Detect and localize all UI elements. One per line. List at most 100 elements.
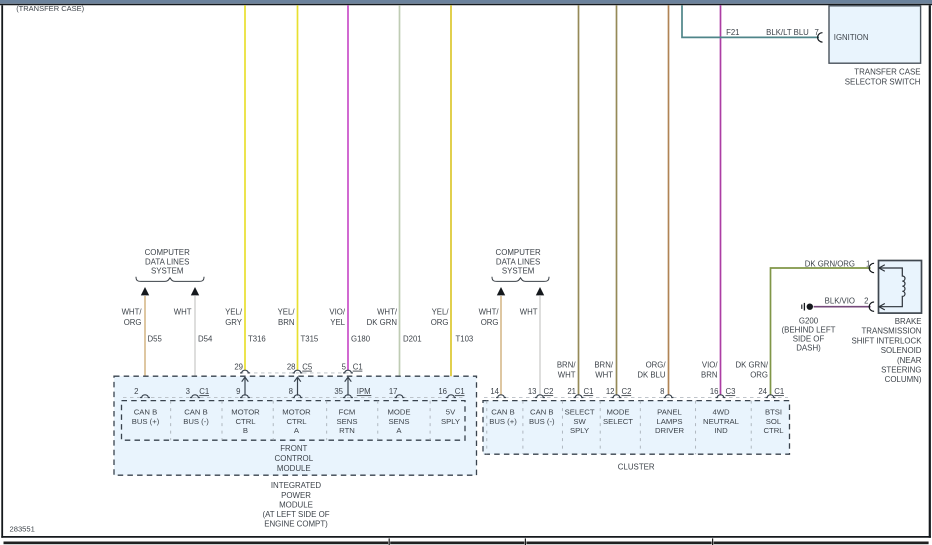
svg-text:CAN B: CAN B [134, 408, 158, 417]
svg-text:5V: 5V [446, 408, 456, 417]
svg-text:VIO/: VIO/ [329, 307, 345, 316]
svg-text:DATA LINES: DATA LINES [496, 257, 540, 266]
svg-text:(NEAR: (NEAR [897, 356, 922, 365]
svg-text:LAMPS: LAMPS [656, 417, 682, 426]
svg-text:(AT LEFT SIDE OF: (AT LEFT SIDE OF [262, 510, 329, 519]
svg-text:MODE: MODE [387, 408, 410, 417]
svg-text:NEUTRAL: NEUTRAL [703, 417, 740, 426]
svg-text:BLK/LT BLU: BLK/LT BLU [766, 28, 809, 37]
svg-text:SPLY: SPLY [441, 417, 460, 426]
svg-text:WHT/: WHT/ [377, 307, 398, 316]
svg-text:YEL: YEL [330, 318, 345, 327]
svg-text:IND: IND [714, 426, 728, 435]
svg-text:28: 28 [287, 363, 296, 372]
svg-text:BRN/: BRN/ [594, 361, 613, 370]
svg-text:B: B [243, 426, 248, 435]
svg-text:C1: C1 [353, 363, 363, 372]
svg-text:9: 9 [236, 387, 240, 396]
svg-text:C1: C1 [774, 387, 784, 396]
svg-text:SW: SW [573, 417, 586, 426]
svg-text:SENS: SENS [389, 417, 410, 426]
svg-text:DK BLU: DK BLU [637, 371, 666, 380]
svg-text:BLK/VIO: BLK/VIO [825, 297, 855, 306]
svg-text:2: 2 [134, 387, 138, 396]
svg-text:PANEL: PANEL [657, 408, 682, 417]
svg-text:C1: C1 [455, 387, 465, 396]
svg-text:1: 1 [866, 259, 870, 268]
svg-text:C2: C2 [622, 387, 632, 396]
svg-text:COLUMN): COLUMN) [885, 375, 922, 384]
svg-text:MODE: MODE [606, 408, 629, 417]
svg-text:D55: D55 [148, 335, 163, 344]
svg-text:WHT/: WHT/ [479, 307, 500, 316]
svg-text:YEL/: YEL/ [278, 307, 296, 316]
svg-text:DK GRN/: DK GRN/ [736, 361, 769, 370]
svg-text:(TRANSFER CASE): (TRANSFER CASE) [16, 4, 84, 13]
svg-text:SELECTOR SWITCH: SELECTOR SWITCH [845, 78, 921, 87]
svg-text:SYSTEM: SYSTEM [502, 266, 534, 275]
svg-text:T103: T103 [456, 335, 474, 344]
svg-text:ORG: ORG [124, 318, 142, 327]
svg-text:F21: F21 [726, 28, 739, 37]
svg-text:4WD: 4WD [712, 408, 730, 417]
svg-text:WHT: WHT [558, 371, 576, 380]
svg-text:G180: G180 [351, 335, 371, 344]
svg-text:CTRL: CTRL [286, 417, 307, 426]
svg-text:ORG: ORG [750, 371, 768, 380]
svg-text:SOL: SOL [766, 417, 782, 426]
svg-text:CAN B: CAN B [491, 408, 515, 417]
svg-text:CTRL: CTRL [235, 417, 256, 426]
svg-text:16: 16 [710, 387, 719, 396]
svg-text:17: 17 [389, 387, 398, 396]
svg-text:ORG/: ORG/ [646, 361, 667, 370]
svg-text:C1: C1 [199, 387, 209, 396]
svg-text:ORG: ORG [431, 318, 449, 327]
svg-text:35: 35 [334, 387, 343, 396]
svg-text:D201: D201 [403, 335, 422, 344]
svg-text:WHT: WHT [595, 371, 613, 380]
svg-text:TRANSMISSION: TRANSMISSION [861, 327, 921, 336]
svg-text:SYSTEM: SYSTEM [151, 266, 183, 275]
svg-text:TRANSFER CASE: TRANSFER CASE [854, 68, 920, 77]
svg-text:A: A [396, 426, 402, 435]
svg-text:STEERING: STEERING [881, 366, 921, 375]
svg-text:SHIFT INTERLOCK: SHIFT INTERLOCK [851, 336, 922, 345]
svg-text:D54: D54 [198, 335, 213, 344]
svg-text:SOLENOID: SOLENOID [881, 346, 922, 355]
svg-text:A: A [294, 426, 300, 435]
svg-text:MOTOR: MOTOR [231, 408, 260, 417]
svg-text:SPLY: SPLY [570, 426, 589, 435]
svg-text:24: 24 [758, 387, 767, 396]
svg-text:ENGINE COMPT): ENGINE COMPT) [264, 520, 328, 529]
svg-text:RTN: RTN [339, 426, 355, 435]
svg-text:C2: C2 [544, 387, 554, 396]
svg-text:C3: C3 [726, 387, 736, 396]
svg-text:2: 2 [864, 297, 868, 306]
svg-text:8: 8 [289, 387, 293, 396]
svg-text:WHT/: WHT/ [122, 307, 143, 316]
svg-text:G200: G200 [799, 317, 819, 326]
svg-text:C1: C1 [584, 387, 594, 396]
svg-text:(BEHIND LEFT: (BEHIND LEFT [782, 326, 836, 335]
svg-text:BRN/: BRN/ [557, 361, 576, 370]
svg-text:CAN B: CAN B [184, 408, 208, 417]
svg-text:YEL/: YEL/ [432, 307, 450, 316]
svg-text:12: 12 [606, 387, 615, 396]
svg-text:MOTOR: MOTOR [282, 408, 311, 417]
svg-text:DK GRN/ORG: DK GRN/ORG [805, 259, 855, 268]
svg-text:DRIVER: DRIVER [655, 426, 684, 435]
svg-text:COMPUTER: COMPUTER [496, 248, 541, 257]
svg-text:3: 3 [186, 387, 190, 396]
svg-text:GRY: GRY [225, 318, 243, 327]
svg-text:DATA LINES: DATA LINES [145, 257, 189, 266]
svg-text:FRONT: FRONT [280, 444, 307, 453]
svg-text:T316: T316 [248, 335, 266, 344]
svg-text:INTEGRATED: INTEGRATED [271, 481, 322, 490]
svg-text:BUS (-): BUS (-) [183, 417, 209, 426]
svg-text:IPM: IPM [357, 387, 371, 396]
svg-text:5: 5 [342, 363, 347, 372]
svg-text:21: 21 [567, 387, 576, 396]
svg-text:SENS: SENS [337, 417, 358, 426]
svg-text:SELECT: SELECT [565, 408, 595, 417]
svg-text:SIDE OF: SIDE OF [793, 335, 825, 344]
